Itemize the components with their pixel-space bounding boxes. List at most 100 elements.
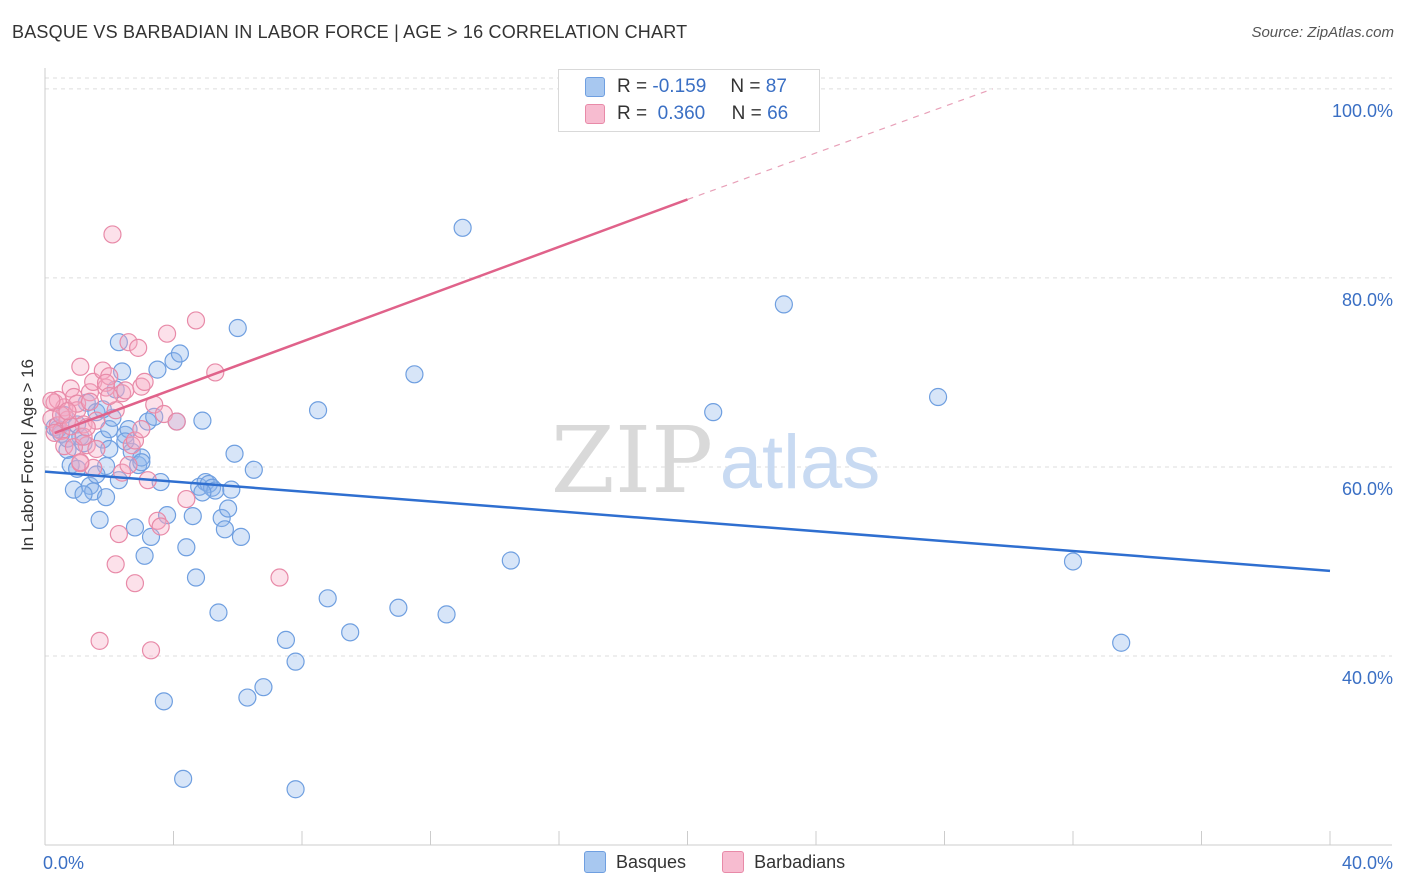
barbadians-point xyxy=(58,402,77,421)
basques-point xyxy=(100,439,119,459)
barbadians-point xyxy=(177,489,196,509)
basques-point xyxy=(164,351,183,371)
barbadians-point xyxy=(106,555,125,574)
basques-point xyxy=(228,318,247,338)
watermark-zip: ZIP xyxy=(551,407,713,514)
basques-point xyxy=(318,589,337,608)
barbadians-point xyxy=(80,392,100,411)
legend-swatch-barbadians xyxy=(585,104,605,124)
legend-n-value: 66 xyxy=(767,103,789,124)
basques-point xyxy=(96,488,116,507)
basques-point xyxy=(453,218,472,237)
basques-point xyxy=(148,360,167,379)
basques-point xyxy=(116,425,135,444)
basques-point xyxy=(125,518,145,537)
y-tick-label: 40.0% xyxy=(1342,668,1393,688)
barbadians-point xyxy=(270,568,289,587)
legend-row-barbadians: R = 0.360 N = 66 xyxy=(585,102,788,126)
barbadians-point xyxy=(42,391,61,410)
barbadians-point xyxy=(103,225,122,244)
barbadians-point xyxy=(125,574,145,593)
legend-swatch-barbadians xyxy=(722,851,745,873)
basques-point xyxy=(389,598,408,617)
basques-point xyxy=(405,365,424,384)
legend-swatch-basques xyxy=(584,851,606,873)
basques-point xyxy=(93,430,112,449)
basques-point xyxy=(183,506,202,526)
barbadians-point xyxy=(148,511,167,530)
legend-r-value: -0.159 xyxy=(652,76,707,97)
y-tick-label: 80.0% xyxy=(1342,290,1393,310)
basques-point xyxy=(704,403,723,422)
legend-r-label: R = xyxy=(617,76,648,97)
barbadians-point xyxy=(71,357,90,376)
basques-point xyxy=(341,623,360,642)
legend-r-value: 0.360 xyxy=(657,103,706,124)
basques-point xyxy=(286,780,305,799)
basques-point xyxy=(193,483,212,502)
basques-point xyxy=(157,506,177,525)
barbadians-point xyxy=(109,524,128,544)
basques-point xyxy=(109,333,128,352)
legend-r-label: R = xyxy=(617,103,648,124)
barbadians-point xyxy=(55,437,74,456)
basques-point xyxy=(174,769,193,788)
basques-point xyxy=(308,401,328,420)
basques-point xyxy=(212,508,231,528)
barbadians-point xyxy=(141,641,161,660)
basques-trend-line xyxy=(44,470,1331,573)
basques-point xyxy=(244,460,263,479)
legend-item-barbadians: Barbadians xyxy=(722,851,845,873)
barbadians-point xyxy=(90,631,109,650)
barbadians-point xyxy=(186,311,206,330)
basques-point xyxy=(1063,552,1083,571)
basques-point xyxy=(437,605,456,624)
watermark-atlas: atlas xyxy=(720,420,881,505)
barbadians-point xyxy=(119,333,138,352)
basques-point xyxy=(238,688,257,707)
basques-point xyxy=(501,551,520,570)
basques-point xyxy=(186,568,206,587)
watermark: ZIP atlas xyxy=(551,407,880,514)
basques-point xyxy=(276,630,296,650)
legend-item-basques: Basques xyxy=(584,851,686,873)
tick-labels: 40.0% 60.0% 80.0% 100.0% 0.0% 40.0% xyxy=(43,101,1393,873)
basques-point xyxy=(135,546,154,565)
barbadians-point xyxy=(135,372,154,391)
y-tick-label: 60.0% xyxy=(1342,479,1393,499)
basques-point xyxy=(215,520,234,539)
basques-point xyxy=(74,485,93,504)
basques-point xyxy=(225,444,244,463)
barbadians-point xyxy=(151,517,170,536)
barbadians-point xyxy=(100,386,119,406)
x-tick-label-min: 0.0% xyxy=(43,853,84,873)
series-legend: Basques Barbadians xyxy=(584,851,881,873)
y-axis-label: In Labor Force | Age > 16 xyxy=(18,358,37,552)
y-tick-label: 100.0% xyxy=(1332,101,1393,121)
legend-n-value: 87 xyxy=(765,76,787,97)
axes xyxy=(44,68,1392,846)
barbadians-point xyxy=(119,455,138,475)
basques-point xyxy=(928,387,948,407)
basques-point xyxy=(209,603,228,622)
basques-point xyxy=(231,527,251,546)
basques-point xyxy=(222,480,241,499)
barbadians-point xyxy=(71,453,90,472)
basques-point xyxy=(774,295,793,314)
basques-point xyxy=(170,344,190,363)
barbadians-trend-line xyxy=(54,198,688,435)
barbadians-point xyxy=(87,439,106,459)
legend-label-barbadians: Barbadians xyxy=(754,851,846,872)
source-label: Source: ZipAtlas.com xyxy=(1251,24,1394,41)
basques-point xyxy=(177,538,196,557)
basques-point xyxy=(100,420,119,439)
barbadians-point xyxy=(116,381,135,400)
legend-row-basques: R = -0.159 N = 87 xyxy=(585,75,787,99)
basques-point xyxy=(286,652,305,671)
barbadians-point xyxy=(132,420,151,439)
basques-point xyxy=(1112,633,1131,652)
trend-lines xyxy=(44,88,1331,573)
legend-n-label: N = xyxy=(731,103,762,124)
legend-n-label: N = xyxy=(730,76,761,97)
